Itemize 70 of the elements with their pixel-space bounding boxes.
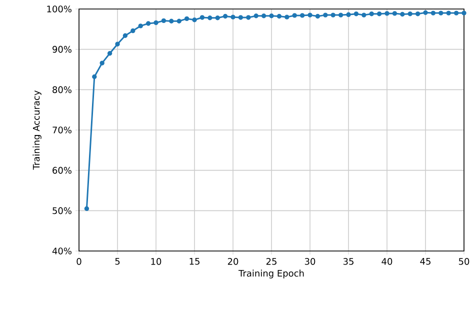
point	[408, 11, 412, 16]
point	[415, 11, 420, 16]
point	[292, 13, 297, 18]
point	[346, 12, 351, 17]
x-tick-label: 15	[190, 258, 200, 265]
point	[200, 15, 205, 20]
point	[376, 11, 382, 16]
point	[276, 14, 282, 19]
point	[446, 10, 451, 16]
point	[392, 11, 398, 16]
point	[384, 11, 390, 16]
point	[315, 14, 320, 19]
x-axis-title: Training Epoch	[238, 270, 304, 278]
point	[222, 14, 228, 19]
point	[454, 10, 459, 16]
point	[208, 16, 212, 20]
point	[122, 33, 128, 38]
x-tick-label: 30	[304, 258, 316, 265]
x-tick-label: 45	[420, 258, 430, 265]
point	[107, 51, 112, 56]
point	[462, 10, 466, 16]
point	[323, 12, 328, 18]
point	[423, 10, 428, 15]
y-tick-label: 100%	[47, 6, 72, 12]
x-tick-label: 50	[458, 258, 470, 265]
point	[169, 18, 174, 24]
y-tick-label: 60%	[52, 166, 72, 174]
point	[238, 15, 244, 20]
y-tick-label: 50%	[52, 207, 72, 214]
point	[284, 14, 290, 20]
point	[438, 10, 444, 16]
y-tick-label: 80%	[52, 86, 72, 94]
point	[184, 16, 190, 22]
point	[300, 13, 305, 18]
point	[84, 206, 90, 211]
point	[362, 12, 366, 18]
point	[215, 16, 220, 20]
point	[230, 14, 236, 20]
y-tick-label: 90%	[52, 46, 72, 53]
x-tick-label: 10	[151, 258, 162, 265]
x-tick-label: 40	[382, 258, 392, 265]
point	[254, 14, 258, 18]
y-axis-title: Training Accuracy	[32, 90, 42, 170]
point	[308, 12, 312, 18]
x-tick-label: 5	[115, 258, 120, 265]
point	[176, 18, 182, 24]
point	[261, 14, 266, 18]
point	[138, 24, 143, 28]
x-tick-label: 35	[343, 258, 354, 265]
point	[192, 18, 197, 22]
y-tick-label: 40%	[52, 248, 72, 254]
x-tick-label: 0	[76, 258, 82, 265]
point	[154, 20, 158, 26]
point	[100, 60, 104, 66]
point	[115, 42, 120, 46]
x-tick-label: 20	[228, 258, 238, 265]
point	[92, 74, 97, 80]
point	[338, 12, 344, 18]
point	[161, 18, 166, 24]
point	[400, 12, 405, 17]
x-tick-label: 25	[266, 258, 276, 265]
point	[430, 10, 436, 16]
point	[146, 21, 151, 26]
point	[246, 15, 251, 20]
point	[330, 12, 336, 18]
y-tick-label: 70%	[52, 126, 72, 134]
point	[269, 14, 274, 18]
point	[354, 11, 359, 16]
point	[130, 28, 136, 34]
point	[369, 11, 374, 16]
